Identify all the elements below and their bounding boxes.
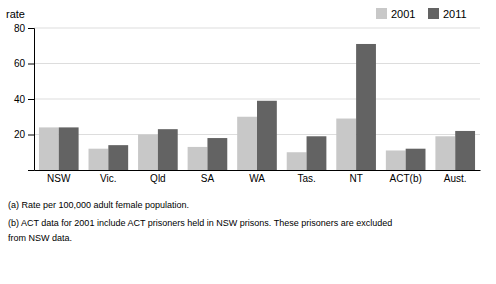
y-tick-mark bbox=[28, 64, 34, 65]
bar bbox=[455, 131, 475, 170]
bar bbox=[59, 127, 79, 170]
chart: 20 40 60 80 NSW Vic. Qld SA WA Tas. NT ACT(b) Aust. r… bbox=[0, 0, 496, 284]
x-tick: NT bbox=[349, 170, 362, 184]
bar bbox=[89, 149, 109, 170]
bar bbox=[356, 44, 376, 170]
footnotes: (a) Rate per 100,000 adult female popula… bbox=[8, 200, 392, 243]
x-tick: SA bbox=[201, 170, 215, 184]
bar bbox=[39, 127, 59, 170]
x-tick: Tas. bbox=[297, 170, 315, 184]
x-tick-label: Qld bbox=[150, 173, 166, 184]
x-tick-label: WA bbox=[249, 173, 265, 184]
y-tick-label: 20 bbox=[14, 129, 26, 140]
y-tick-label: 60 bbox=[14, 58, 26, 69]
grid-line bbox=[34, 28, 480, 29]
x-tick: ACT(b) bbox=[390, 170, 422, 184]
y-tick: 60 bbox=[14, 58, 34, 69]
bar bbox=[287, 152, 307, 170]
y-tick: 40 bbox=[14, 94, 34, 105]
bar bbox=[257, 101, 277, 170]
x-tick-label: Aust. bbox=[444, 173, 467, 184]
bar bbox=[386, 150, 406, 170]
y-tick-label: 40 bbox=[14, 94, 26, 105]
bars bbox=[39, 44, 475, 170]
grid-line bbox=[34, 63, 480, 64]
y-tick-mark bbox=[28, 99, 34, 100]
bar bbox=[307, 136, 327, 170]
grid-line bbox=[34, 99, 480, 100]
bar bbox=[138, 135, 158, 171]
x-tick: WA bbox=[249, 170, 265, 184]
legend-swatch bbox=[428, 8, 439, 19]
y-tick-mark bbox=[28, 135, 34, 136]
x-tick-label: SA bbox=[201, 173, 215, 184]
legend: 2001 2011 bbox=[376, 8, 467, 20]
x-tick-label: Tas. bbox=[297, 173, 315, 184]
bar bbox=[207, 138, 227, 170]
bar bbox=[406, 149, 426, 170]
x-tick: NSW bbox=[47, 170, 71, 184]
footnote: from NSW data. bbox=[8, 233, 72, 243]
bar bbox=[158, 129, 178, 170]
bar bbox=[237, 117, 257, 170]
y-tick-mark bbox=[28, 28, 34, 29]
footnote: (b) ACT data for 2001 include ACT prison… bbox=[8, 218, 392, 228]
bar bbox=[188, 147, 208, 170]
x-tick: Vic. bbox=[100, 170, 117, 184]
legend-label: 2011 bbox=[443, 8, 467, 20]
x-tick-label: NSW bbox=[47, 173, 71, 184]
legend-label: 2001 bbox=[391, 8, 415, 20]
x-tick-label: Vic. bbox=[100, 173, 117, 184]
y-tick: 80 bbox=[14, 23, 34, 34]
x-axis: NSW Vic. Qld SA WA Tas. NT ACT(b) Aust. bbox=[35, 170, 481, 184]
y-axis: 20 40 60 80 bbox=[14, 23, 35, 171]
x-tick: Qld bbox=[150, 170, 166, 184]
footnote: (a) Rate per 100,000 adult female popula… bbox=[8, 200, 189, 210]
bar bbox=[336, 119, 356, 170]
x-axis-line bbox=[35, 170, 481, 171]
y-tick: 20 bbox=[14, 129, 34, 140]
x-tick-label: ACT(b) bbox=[390, 173, 422, 184]
x-tick: Aust. bbox=[444, 170, 467, 184]
bar bbox=[108, 145, 128, 170]
x-tick-label: NT bbox=[349, 173, 362, 184]
legend-swatch bbox=[376, 8, 387, 19]
y-tick-label: 80 bbox=[14, 23, 26, 34]
y-axis-line bbox=[28, 29, 35, 171]
y-axis-title: rate bbox=[6, 8, 25, 20]
plot: 20 40 60 80 NSW Vic. Qld SA WA Tas. NT ACT(b) Aust. bbox=[14, 23, 481, 184]
bar bbox=[435, 136, 455, 170]
